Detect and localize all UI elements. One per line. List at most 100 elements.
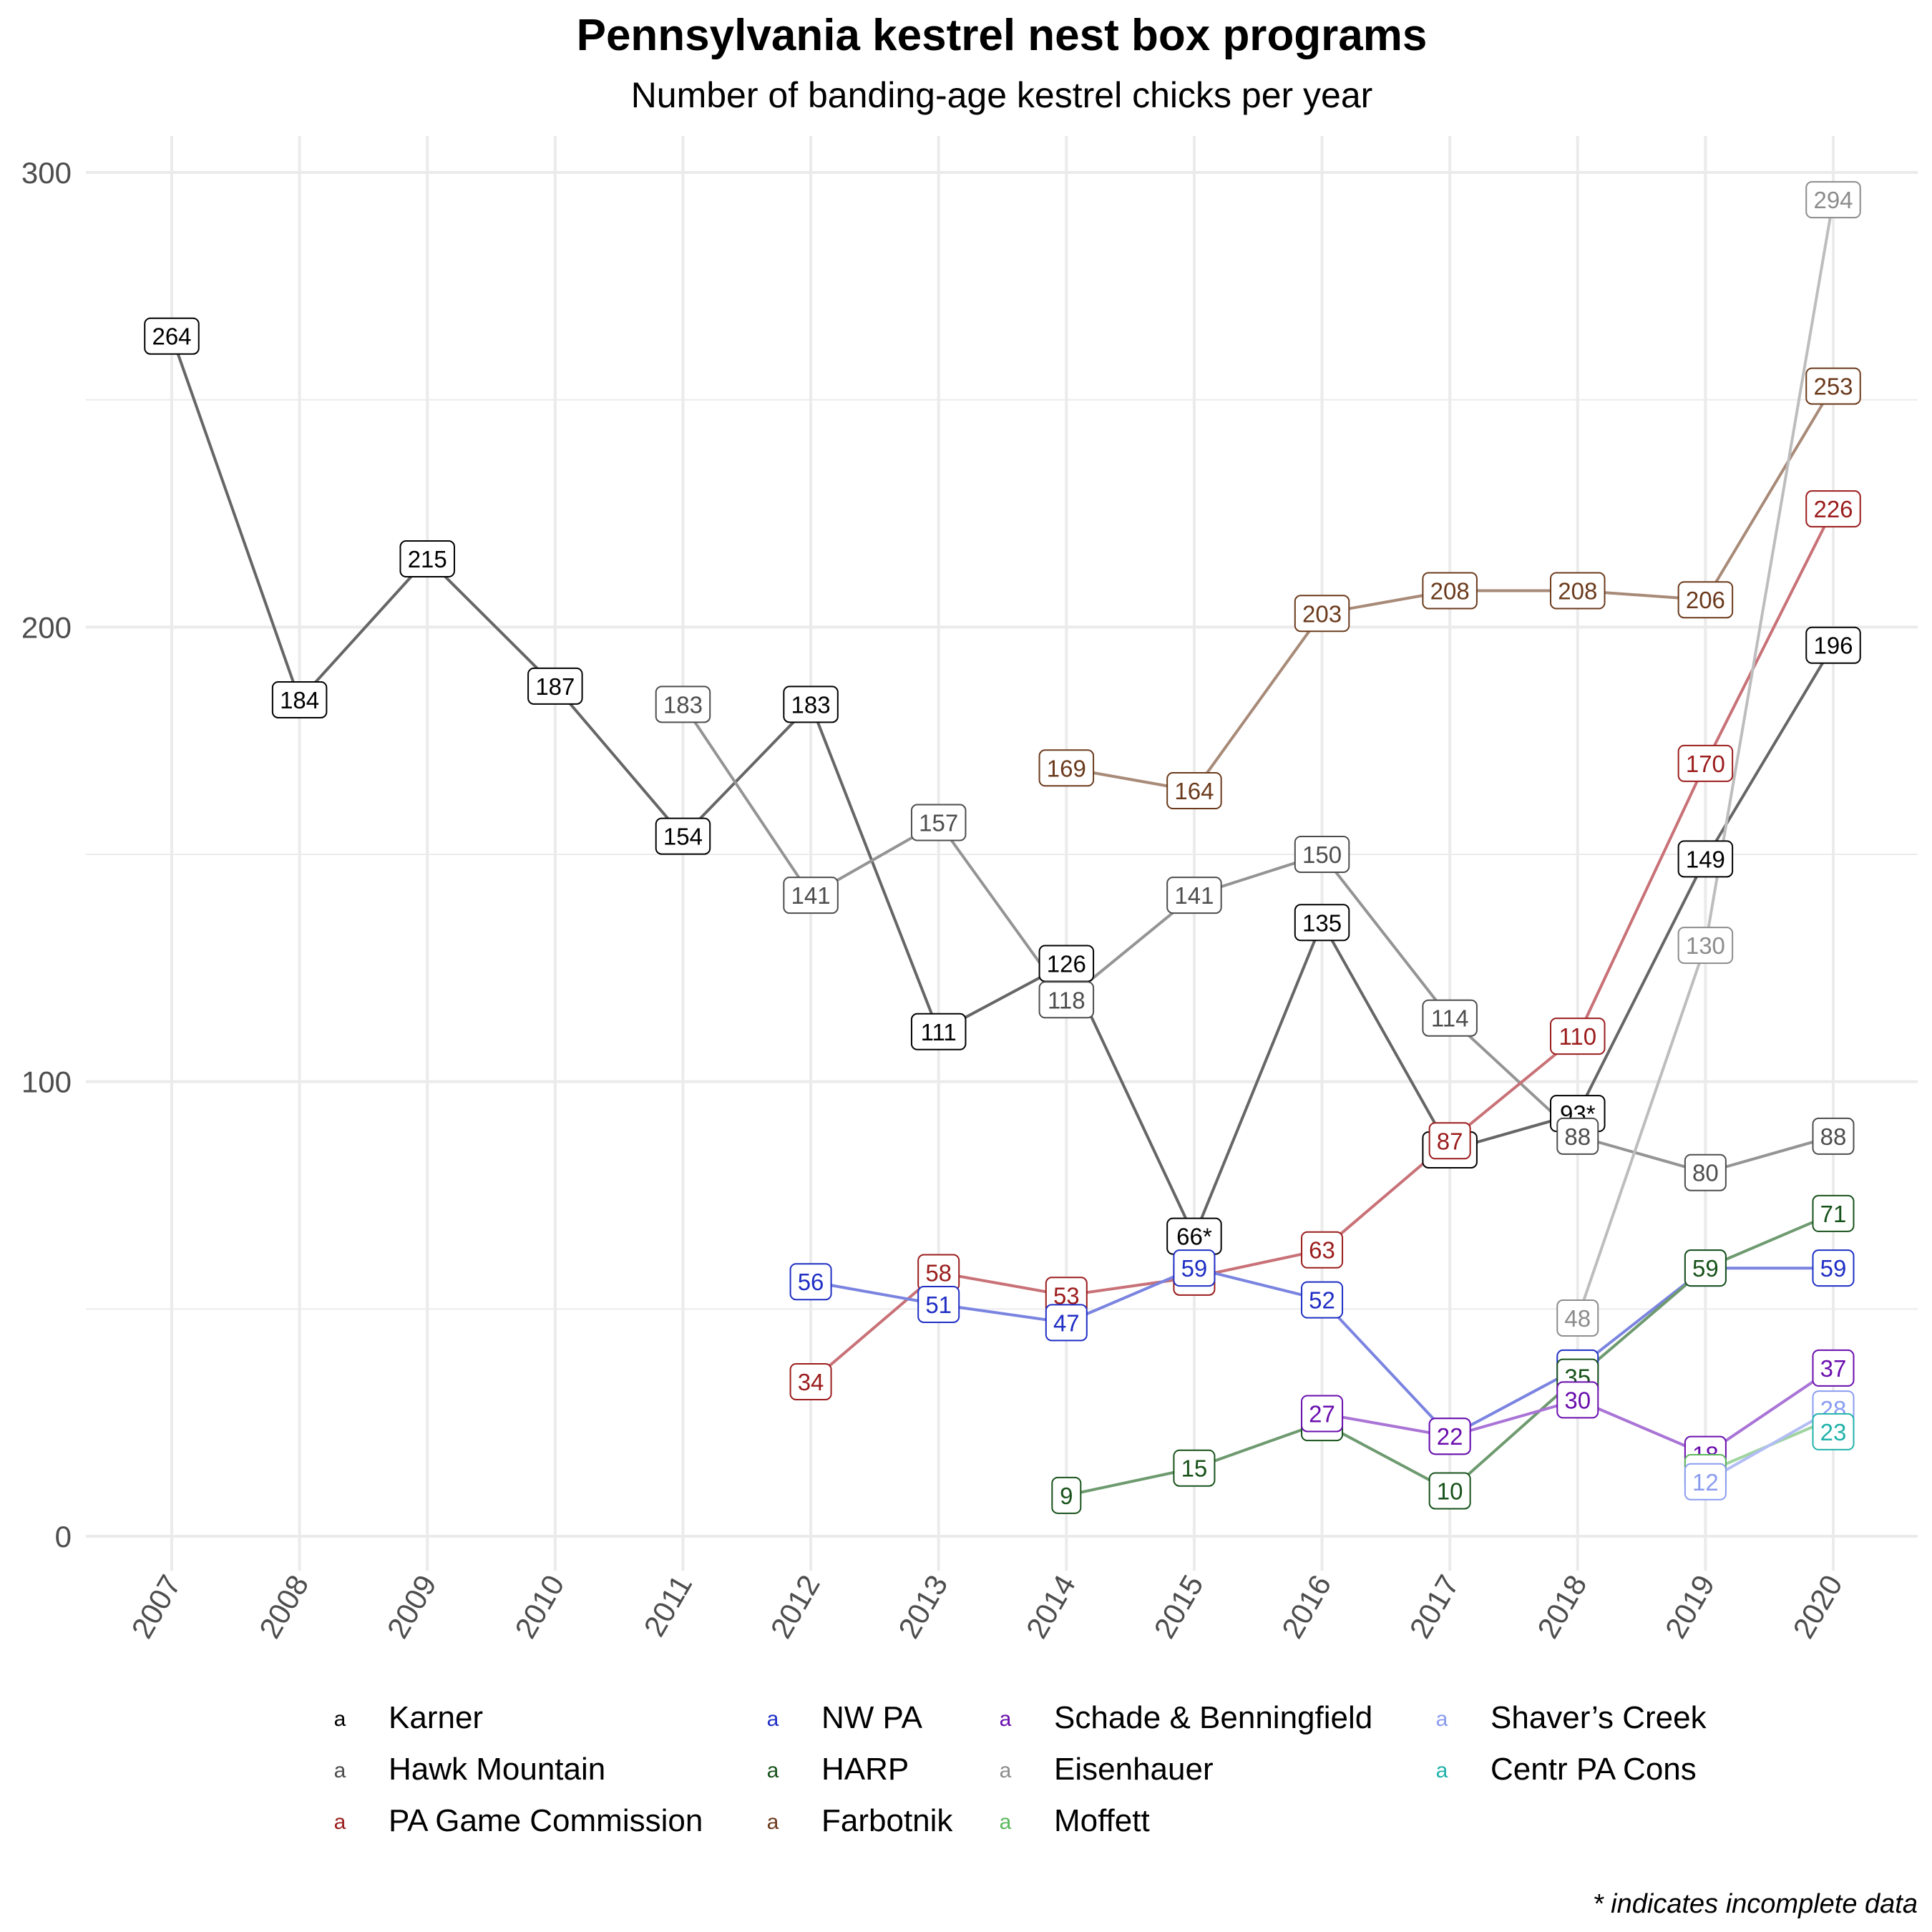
data-label: 27 (1301, 1395, 1344, 1433)
data-label-box (655, 686, 711, 723)
data-label-text: 111 (921, 1019, 957, 1045)
data-label: 170 (1677, 744, 1734, 782)
data-label-text: 294 (1813, 187, 1853, 213)
data-label-text: 118 (1048, 987, 1085, 1013)
legend-key: a (1000, 1707, 1012, 1731)
legend-label: Eisenhauer (1054, 1752, 1214, 1787)
data-label-text: 141 (791, 882, 831, 909)
data-label-text: 264 (152, 323, 191, 350)
data-label-text: 63 (1309, 1237, 1335, 1264)
data-label-box (1173, 1249, 1216, 1287)
data-label: 215 (399, 540, 455, 578)
data-label: 141 (1166, 877, 1222, 914)
legend: a Karner a Hawk Mountain a PA Game Commission… (334, 1700, 1707, 1838)
legend-label: Karner (389, 1700, 483, 1735)
data-label-box (1556, 1117, 1599, 1155)
data-label: 52 (1301, 1281, 1344, 1319)
data-label: 154 (655, 817, 711, 855)
legend-label: Schade & Benningfield (1054, 1700, 1372, 1735)
data-label-box (783, 877, 839, 914)
data-label: 149 (1677, 840, 1734, 878)
legend-label: HARP (821, 1752, 909, 1787)
y-tick-label: 300 (21, 156, 72, 190)
data-label-text: 48 (1564, 1305, 1591, 1332)
data-label: 56 (789, 1263, 832, 1301)
data-label-box (144, 317, 200, 355)
data-label-box (789, 1263, 832, 1301)
data-label: 187 (527, 667, 583, 705)
legend-key: a (767, 1707, 779, 1731)
legend-key: a (334, 1759, 346, 1782)
data-label-box (1294, 595, 1350, 633)
data-label-text: 150 (1302, 841, 1342, 868)
data-label-box (1301, 1231, 1344, 1269)
data-label-text: 10 (1437, 1478, 1463, 1504)
data-label-box (783, 686, 839, 723)
y-tick-label: 100 (21, 1065, 72, 1099)
data-label-box (1812, 1249, 1855, 1287)
data-label: 71 (1812, 1194, 1855, 1232)
data-label-box (1301, 1281, 1344, 1319)
data-label-box (1812, 1117, 1855, 1155)
legend-label: Shaver’s Creek (1491, 1700, 1707, 1735)
legend-key: a (1000, 1810, 1012, 1834)
data-label-text: 27 (1309, 1400, 1335, 1427)
data-label-text: 110 (1558, 1023, 1596, 1050)
data-label: 59 (1173, 1249, 1216, 1287)
legend-key: a (334, 1810, 346, 1834)
data-label-box (1166, 772, 1222, 810)
data-label: 126 (1038, 945, 1095, 982)
data-label: 253 (1805, 367, 1861, 405)
data-label-text: 9 (1060, 1483, 1073, 1509)
data-label: 157 (910, 804, 967, 841)
data-label: 130 (1677, 927, 1734, 965)
legend-item: a Schade & Benningfield (1000, 1700, 1373, 1735)
data-label: 141 (783, 877, 839, 914)
legend-key: a (1000, 1759, 1012, 1782)
data-label-text: 253 (1813, 374, 1853, 400)
legend-key: a (1436, 1759, 1448, 1782)
data-label: 87 (1428, 1122, 1471, 1160)
data-label: 22 (1428, 1418, 1471, 1455)
data-label: 183 (655, 686, 711, 723)
data-label-box (1038, 749, 1095, 787)
legend-item: a Moffett (1000, 1803, 1150, 1838)
data-label-text: 114 (1431, 1005, 1469, 1032)
chart-caption: * indicates incomplete data (1593, 1889, 1918, 1919)
data-label-text: 34 (798, 1369, 824, 1395)
data-label: 37 (1812, 1349, 1855, 1387)
data-label: 80 (1684, 1153, 1727, 1191)
legend-item: a Karner (334, 1700, 483, 1735)
data-label-box (1428, 1122, 1471, 1160)
data-label-box (399, 540, 455, 578)
data-label-box (1812, 1349, 1855, 1387)
data-label: 88 (1556, 1117, 1599, 1155)
data-label-text: 184 (280, 687, 319, 713)
data-label: 34 (789, 1362, 832, 1400)
data-label: 264 (144, 317, 200, 355)
data-label: 48 (1556, 1299, 1599, 1337)
data-label: 226 (1805, 490, 1861, 528)
data-label: 184 (271, 680, 328, 718)
legend-item: a PA Game Commission (334, 1803, 703, 1838)
data-label-text: 226 (1813, 496, 1853, 522)
data-label-text: 126 (1047, 950, 1086, 977)
data-label: 196 (1805, 626, 1861, 664)
data-label: 10 (1428, 1472, 1471, 1510)
legend-label: Centr PA Cons (1491, 1752, 1697, 1787)
data-label-text: 80 (1692, 1160, 1719, 1186)
data-label-box (1550, 1018, 1606, 1055)
data-label-text: 87 (1437, 1128, 1463, 1154)
data-label-text: 149 (1686, 846, 1725, 872)
data-label-box (1805, 367, 1861, 405)
data-label: 114 (1422, 999, 1478, 1037)
data-label: 30 (1556, 1381, 1599, 1419)
data-label-text: 170 (1686, 751, 1725, 777)
data-label: 203 (1294, 595, 1350, 633)
data-label-box (1812, 1413, 1855, 1450)
legend-key: a (334, 1707, 346, 1731)
data-label-text: 12 (1692, 1469, 1719, 1496)
data-label: 294 (1805, 181, 1861, 219)
data-label-box (1677, 581, 1734, 619)
